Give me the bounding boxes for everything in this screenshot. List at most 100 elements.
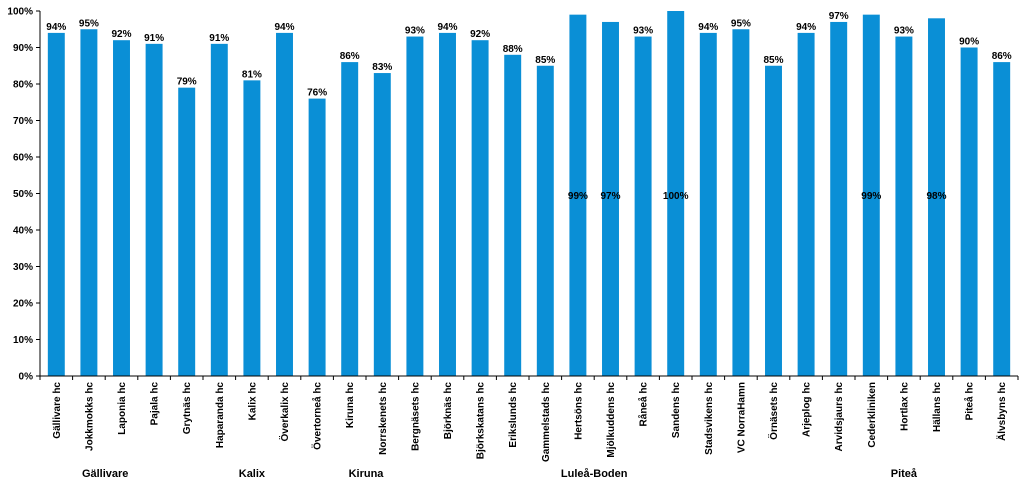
bar: [178, 87, 196, 377]
category-label: Överkalix hc: [278, 382, 291, 442]
category-label: Gällivare hc: [52, 382, 63, 439]
y-tick-label: 80%: [13, 80, 33, 91]
y-tick-label: 50%: [13, 189, 33, 200]
y-tick-label: 60%: [13, 153, 33, 164]
bar-value-label: 83%: [372, 62, 392, 73]
category-label: Stadsvikens hc: [704, 382, 715, 455]
bar-value-label: 94%: [698, 22, 718, 33]
bar-value-label: 97%: [600, 191, 620, 202]
x-axis: Gällivare hc Jokkmokks hc Laponia hc Pajala…: [39, 375, 1019, 462]
bar: [243, 80, 261, 376]
bar-value-label: 95%: [79, 18, 99, 29]
y-tick-label: 0%: [19, 372, 34, 383]
category-label: Grytnäs hc: [182, 382, 193, 435]
bar-value-label: 94%: [437, 22, 457, 33]
bar: [862, 14, 880, 377]
bar: [993, 62, 1011, 376]
bar-value-label: 99%: [568, 191, 588, 202]
y-tick-label: 10%: [13, 335, 33, 346]
category-label: Sandens hc: [671, 382, 682, 439]
bar: [145, 43, 163, 376]
bar-value-label: 93%: [633, 26, 653, 37]
bar-value-label: 91%: [209, 33, 229, 44]
category-label: Övertorneå hc: [311, 382, 324, 450]
bar: [308, 98, 326, 376]
bar: [830, 21, 848, 376]
category-label: Björkskatans hc: [476, 382, 487, 460]
category-label: Hertsöns hc: [573, 382, 584, 440]
bar-value-label: 92%: [470, 29, 490, 40]
data-labels: 94% 95% 92% 91% 79% 91% 81% 94% 76% 86% 83% 93% 94% 9…: [46, 11, 1012, 202]
bar-value-label: 85%: [763, 55, 783, 66]
group-label: Luleå-Boden: [561, 468, 628, 480]
category-label: Piteå hc: [964, 382, 976, 421]
category-label: Laponia hc: [117, 382, 128, 435]
bar-value-label: 81%: [242, 69, 262, 80]
bars: [47, 11, 1011, 377]
category-label: Hällans hc: [932, 382, 943, 432]
bar: [928, 18, 945, 377]
bar: [536, 65, 554, 376]
bar: [732, 29, 750, 376]
bar: [341, 62, 359, 376]
category-label: Gammelstads hc: [541, 382, 552, 462]
y-axis: 0% 10% 20% 30% 40% 50% 60% 70% 80% 90% 100%: [7, 7, 41, 383]
bar: [80, 29, 98, 376]
group-label: Piteå: [891, 468, 918, 480]
bar: [667, 11, 685, 376]
bar: [210, 43, 228, 376]
category-label: Haparanda hc: [215, 382, 226, 449]
category-label: Hortlax hc: [899, 382, 910, 431]
category-label: Björknäs hc: [443, 382, 454, 440]
bar-value-label: 93%: [405, 26, 425, 37]
bar-value-label: 100%: [663, 191, 689, 202]
bar-value-label: 94%: [796, 22, 816, 33]
bar-value-label: 76%: [307, 88, 327, 99]
bar-value-label: 79%: [177, 77, 197, 88]
category-label: Pajala hc: [150, 382, 161, 426]
category-label: Arjeplog hc: [802, 382, 813, 437]
bar: [602, 21, 619, 376]
bar: [960, 47, 978, 376]
bar-value-label: 93%: [894, 26, 914, 37]
bar: [406, 36, 424, 377]
bar: [699, 32, 717, 377]
group-labels: Gällivare Kalix Kiruna Luleå-Boden Piteå: [82, 468, 918, 480]
category-label: Arvidsjaurs hc: [834, 382, 845, 452]
bar: [439, 32, 456, 377]
category-label: Jokkmokks hc: [84, 382, 95, 451]
bar-value-label: 92%: [111, 29, 131, 40]
y-tick-label: 40%: [13, 226, 33, 237]
category-label: Bergnäsets hc: [410, 382, 421, 451]
bar: [797, 32, 815, 377]
category-label: Älvsbyns hc: [995, 382, 1008, 441]
bar: [634, 36, 652, 377]
bar: [471, 40, 489, 376]
category-label: Örnäsets hc: [767, 382, 780, 440]
category-label: Kalix hc: [247, 382, 258, 421]
bar-value-label: 85%: [535, 55, 555, 66]
group-label: Gällivare: [82, 468, 128, 480]
bar: [47, 32, 65, 377]
category-label: Norrskenets hc: [378, 382, 389, 455]
bar-value-label: 98%: [926, 191, 946, 202]
y-tick-label: 30%: [13, 262, 33, 273]
bar-value-label: 99%: [861, 191, 881, 202]
category-label: Erikslunds hc: [508, 382, 519, 448]
y-tick-label: 100%: [7, 7, 33, 18]
bar-value-label: 86%: [340, 51, 360, 62]
category-label: Kiruna hc: [345, 382, 356, 429]
bar-value-label: 97%: [829, 11, 849, 22]
y-tick-label: 70%: [13, 116, 33, 127]
bar: [765, 65, 782, 376]
bar-value-label: 88%: [503, 44, 523, 55]
group-label: Kalix: [239, 468, 266, 480]
bar: [373, 73, 391, 377]
bar: [569, 14, 587, 377]
y-tick-label: 20%: [13, 299, 33, 310]
group-label: Kiruna: [349, 468, 385, 480]
bar-value-label: 94%: [46, 22, 66, 33]
category-label: Råneå hc: [638, 382, 650, 427]
bar: [504, 54, 522, 377]
bar: [895, 36, 913, 377]
